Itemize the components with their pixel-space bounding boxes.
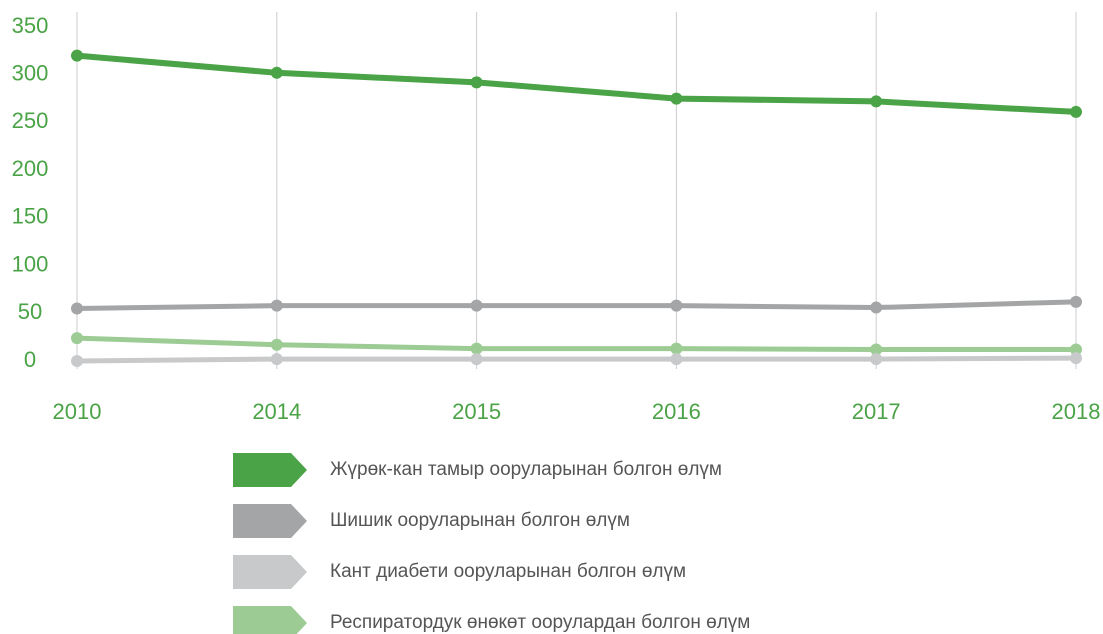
x-tick-label: 2017 <box>852 399 901 424</box>
data-point <box>270 353 283 366</box>
series-line <box>76 335 1076 353</box>
y-tick-label: 150 <box>12 204 49 229</box>
y-tick-label: 350 <box>12 13 49 38</box>
legend-swatch <box>233 606 307 634</box>
data-point <box>670 353 683 366</box>
y-tick-label: 300 <box>12 61 49 86</box>
series-line <box>76 52 1077 115</box>
legend-swatch <box>233 504 307 538</box>
data-point <box>71 332 83 345</box>
y-tick-label: 100 <box>12 251 49 276</box>
data-point <box>470 76 483 89</box>
y-tick-label: 0 <box>24 347 36 372</box>
data-point <box>470 342 483 355</box>
legend-label: Респиратордук өнөкөт оорулардан болгон ө… <box>330 612 750 633</box>
legend-swatch <box>233 453 307 487</box>
data-point <box>1070 343 1082 356</box>
data-point <box>870 301 883 314</box>
data-point <box>870 95 883 108</box>
x-tick-label: 2018 <box>1052 399 1101 424</box>
legend-swatch <box>233 555 307 589</box>
y-tick-label: 250 <box>12 108 49 133</box>
data-point <box>670 92 683 105</box>
series-line <box>76 355 1077 364</box>
legend-label: Кант диабети ооруларынан болгон өлүм <box>330 561 686 582</box>
data-point <box>71 355 83 367</box>
data-point <box>470 353 483 366</box>
data-point <box>270 299 283 312</box>
data-point <box>71 49 83 62</box>
x-tick-label: 2010 <box>53 399 102 424</box>
data-point <box>270 338 283 351</box>
data-point <box>1070 295 1082 308</box>
series-line <box>76 299 1077 312</box>
data-point <box>1070 352 1082 365</box>
legend-label: Жүрөк-кан тамыр ооруларынан болгон өлүм <box>330 459 722 480</box>
data-point <box>670 342 683 355</box>
legend-label: Шишик ооруларынан болгон өлүм <box>330 510 630 531</box>
data-point <box>1070 105 1082 118</box>
x-tick-label: 2014 <box>252 399 301 424</box>
data-point <box>870 353 883 366</box>
x-tick-label: 2016 <box>652 399 701 424</box>
data-point <box>71 302 83 315</box>
data-point <box>670 299 683 312</box>
data-point <box>870 343 883 356</box>
x-tick-label: 2015 <box>452 399 501 424</box>
data-point <box>470 299 483 312</box>
y-tick-label: 50 <box>18 299 42 324</box>
y-tick-label: 200 <box>12 156 49 181</box>
data-point <box>270 66 283 79</box>
